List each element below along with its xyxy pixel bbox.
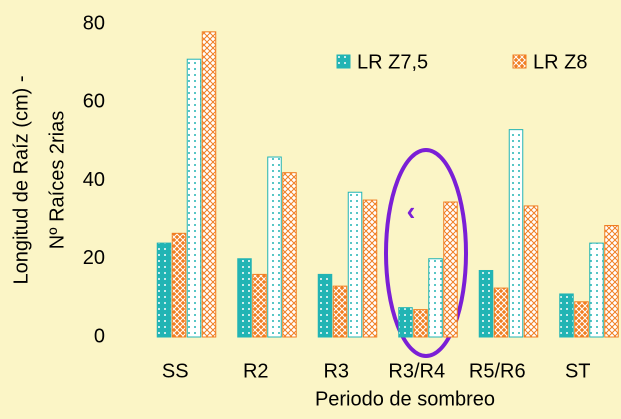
x-tick-label: R5/R6 [469, 360, 526, 382]
bar [237, 258, 252, 338]
bar [332, 285, 348, 338]
bar [347, 191, 363, 338]
bar [523, 205, 539, 338]
bar [428, 258, 443, 338]
x-tick-label: ST [565, 360, 591, 382]
bar [186, 58, 202, 338]
bar [317, 273, 333, 338]
legend-label: LR Z8 [533, 51, 587, 73]
y-axis-label: Nº Raíces 2rias [46, 111, 68, 249]
bar [443, 201, 458, 338]
bar [508, 129, 524, 338]
bar [589, 242, 604, 338]
bar [493, 287, 509, 338]
y-tick-label: 0 [94, 325, 105, 347]
bar [604, 224, 619, 338]
y-tick-label: 20 [83, 247, 105, 269]
legend-swatch [336, 54, 351, 69]
bar [282, 172, 297, 338]
bar [171, 232, 187, 338]
legend-swatch [512, 54, 527, 69]
bar [156, 242, 172, 338]
x-axis-label: Periodo de sombreo [315, 388, 495, 410]
bar [413, 309, 428, 338]
highlight-ellipse [384, 148, 468, 358]
y-axis-label: Longitud de Raíz (cm) - [10, 76, 32, 285]
bar [267, 156, 282, 338]
y-tick-label: 40 [83, 169, 105, 191]
bar [201, 31, 217, 338]
x-tick-label: SS [162, 360, 189, 382]
x-tick-label: R3 [323, 360, 349, 382]
x-tick-label: R2 [243, 360, 269, 382]
x-tick-label: R3/R4 [388, 360, 445, 382]
bar [252, 273, 267, 338]
bar [478, 269, 494, 338]
annotation: ‹ [407, 196, 416, 226]
bar [398, 307, 413, 338]
legend-label: LR Z7,5 [357, 51, 428, 73]
bar [574, 301, 589, 338]
y-tick-label: 60 [83, 91, 105, 113]
y-tick-label: 80 [83, 12, 105, 34]
bar [362, 199, 378, 338]
bar [559, 293, 574, 338]
